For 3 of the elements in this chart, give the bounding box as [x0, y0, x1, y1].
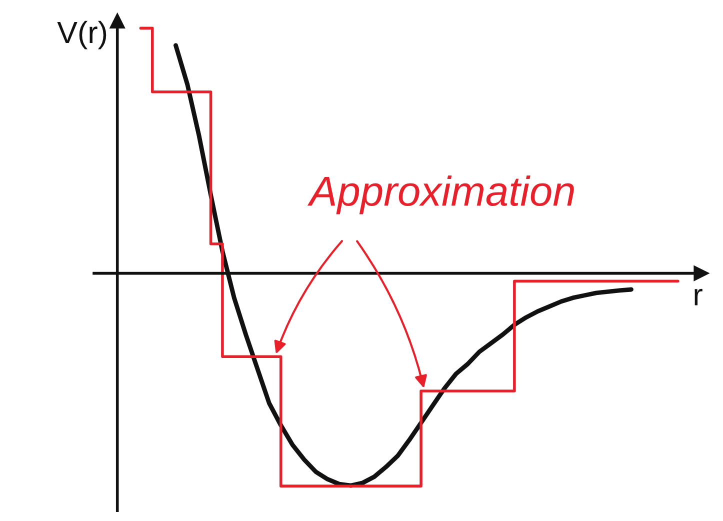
x-axis-title: r: [694, 288, 702, 306]
y-axis-title: V(r): [57, 20, 106, 50]
annotation: Approximation: [307, 175, 574, 214]
